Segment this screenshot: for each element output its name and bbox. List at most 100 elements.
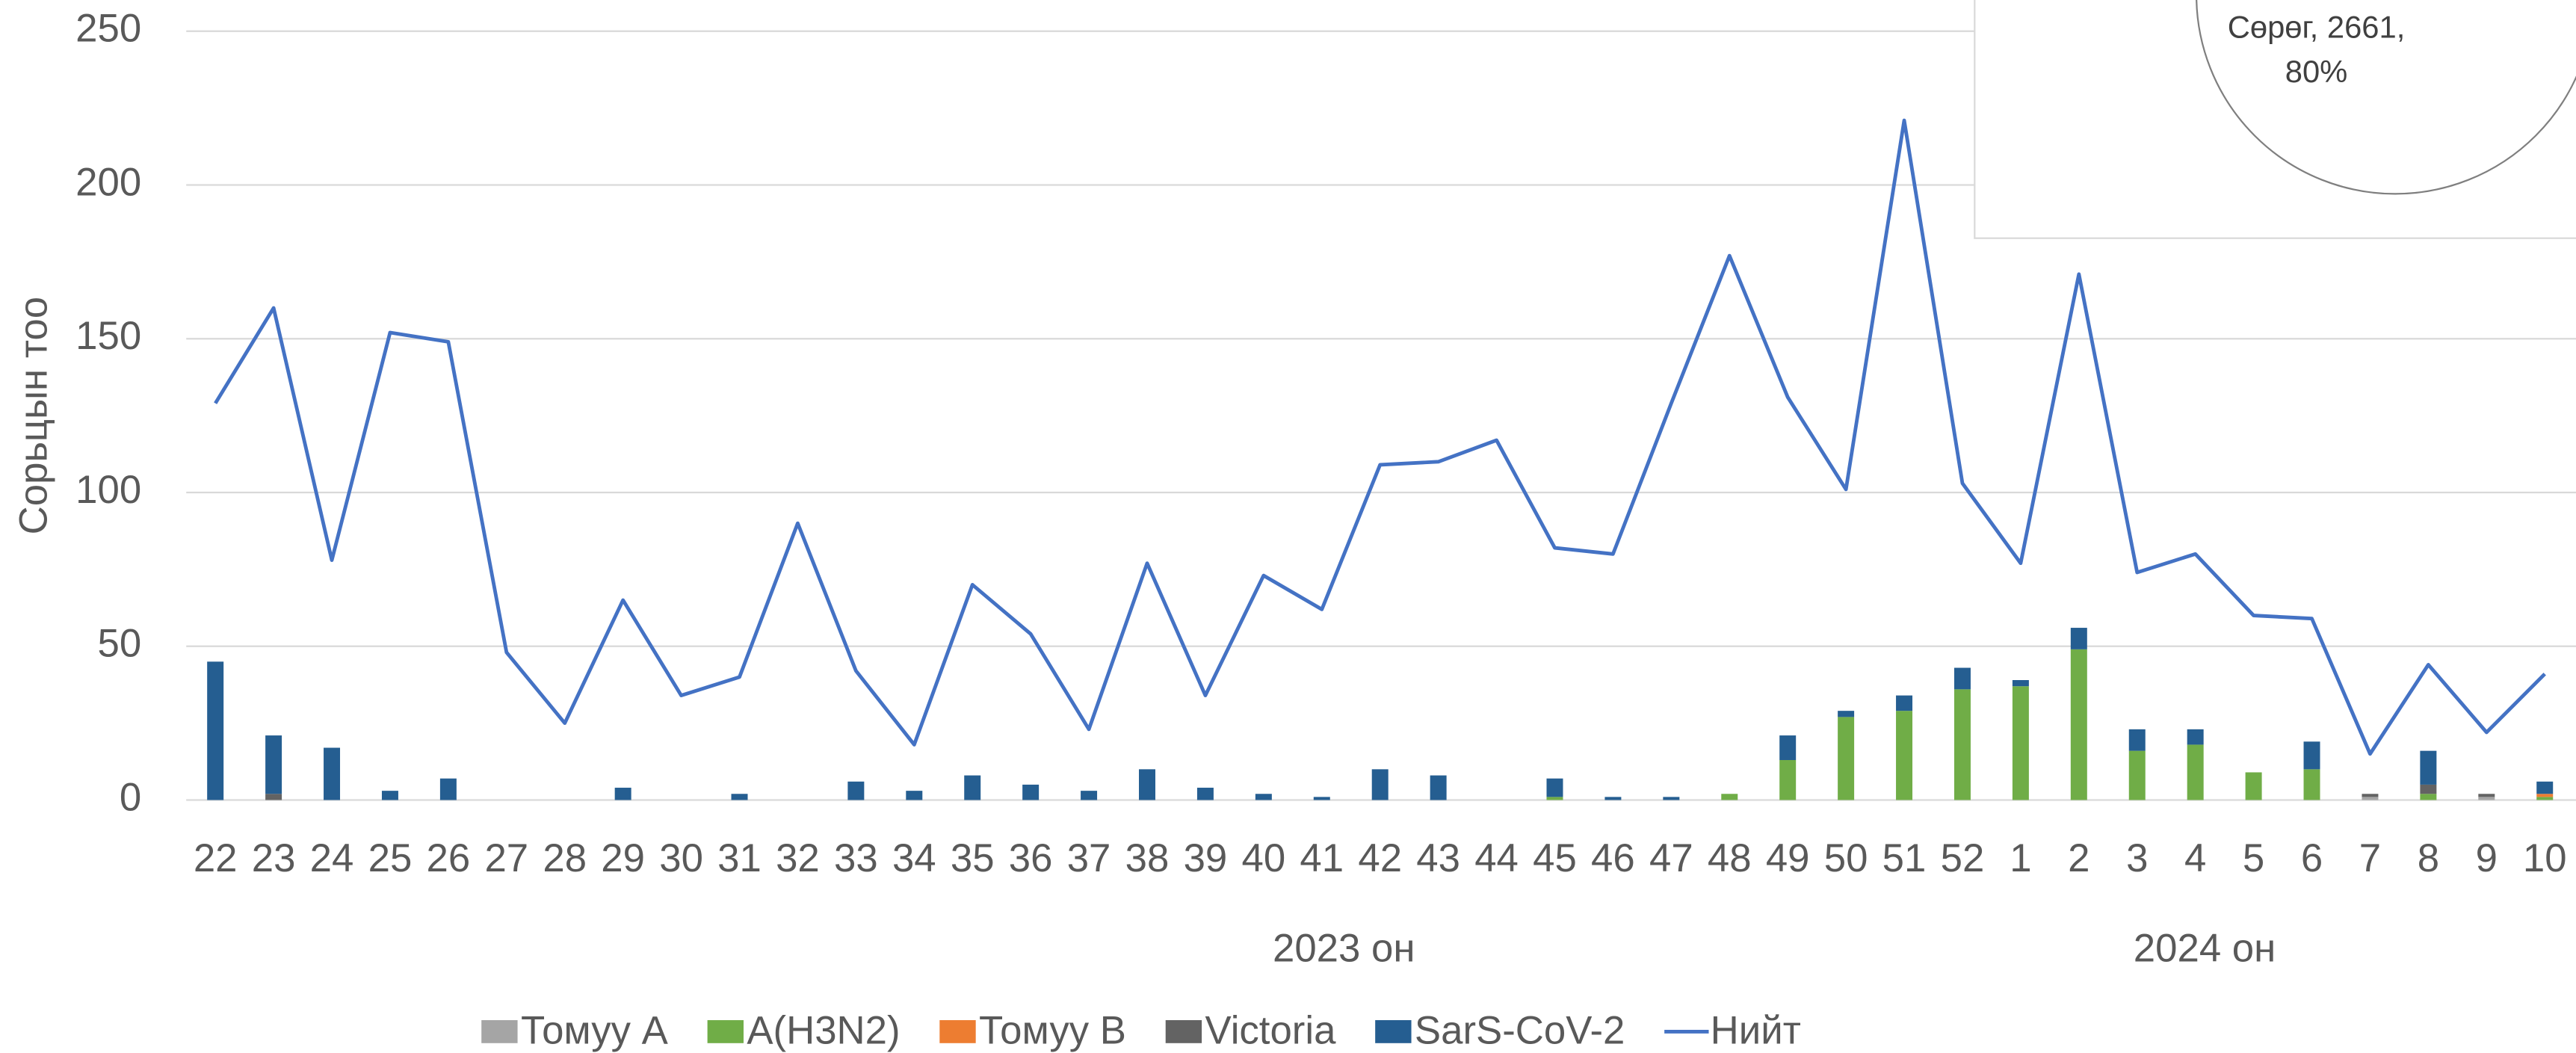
legend-label: Томуу A [521,1009,669,1053]
bar [964,775,981,800]
x-tick-label: 30 [659,836,703,880]
x-tick-label: 43 [1416,836,1460,880]
bar [2070,649,2087,800]
x-tick-label: 52 [1941,836,1985,880]
x-tick-label: 6 [2301,836,2323,880]
x-tick-label: 44 [1474,836,1519,880]
x-tick-label: 10 [2523,836,2567,880]
bar [1371,769,1389,800]
bar [2128,750,2146,800]
x-tick-label: 32 [776,836,820,880]
y-tick-label: 100 [75,468,141,512]
bar [1838,717,1855,800]
bar [2187,744,2204,800]
y-tick-label: 50 [98,622,142,666]
legend-label: A(H3N2) [747,1009,900,1053]
x-tick-label: 33 [834,836,878,880]
x-tick-label: 24 [310,836,354,880]
x-tick-label: 42 [1358,836,1402,880]
legend-swatch [481,1020,518,1043]
x-tick-label: 23 [252,836,296,880]
bar [1779,735,1797,760]
bar [2420,784,2437,794]
x-tick-label: 31 [717,836,762,880]
bar [2536,781,2554,794]
x-tick-label: 25 [368,836,413,880]
x-tick-label: 50 [1824,836,1868,880]
x-group-label: 2023 он [1273,927,1415,971]
bar [1313,797,1330,800]
x-tick-label: 49 [1766,836,1810,880]
x-tick-label: 37 [1067,836,1111,880]
pie-label: 80% [2285,54,2348,89]
x-tick-label: 22 [194,836,238,880]
y-tick-label: 0 [120,775,141,819]
x-tick-label: 9 [2476,836,2498,880]
x-tick-label: 34 [892,836,936,880]
x-tick-label: 27 [484,836,528,880]
bar [1196,788,1214,800]
bar [847,781,865,800]
bar [1838,711,1855,717]
x-tick-label: 38 [1125,836,1170,880]
pie-label: Сөрөг, 2661, [2228,10,2406,45]
bar [265,735,282,794]
bar [2012,686,2029,800]
legend-swatch [939,1020,976,1043]
bar [265,794,282,800]
x-tick-label: 1 [2010,836,2031,880]
bar [1896,695,1913,711]
x-tick-label: 2 [2068,836,2089,880]
y-tick-label: 200 [75,160,141,204]
legend-label: Томуу B [979,1009,1126,1053]
bar [906,791,923,800]
x-tick-label: 40 [1242,836,1286,880]
x-tick-label: 36 [1009,836,1053,880]
x-tick-label: 46 [1591,836,1635,880]
bar [1953,667,1971,690]
bar [439,778,457,800]
bar [1546,797,1563,800]
bar [2187,729,2204,745]
inset-pie: Сөрөг, 2661, 80% [1974,0,2576,239]
bar [2303,769,2320,800]
x-tick-label: 8 [2418,836,2439,880]
bar [1255,794,1272,800]
x-tick-label: 45 [1533,836,1577,880]
legend-swatch [1165,1020,1202,1043]
bar [1430,775,1447,800]
x-tick-label: 26 [427,836,471,880]
legend-swatch [707,1020,744,1043]
bar [2362,797,2379,800]
bar [1604,797,1622,800]
bar [731,794,748,800]
bar [2012,680,2029,687]
x-tick-label: 47 [1649,836,1693,880]
legend-label: Victoria [1205,1009,1336,1053]
bar [2478,797,2495,800]
bar [2245,772,2262,800]
bar [1663,797,1680,800]
bar [1721,794,1738,800]
bar [324,747,341,800]
bar [1953,689,1971,800]
bar [1779,759,1797,800]
pie-slice [2196,0,2576,195]
bar [2536,797,2554,800]
bar [2128,729,2146,751]
bar [1022,784,1040,800]
x-tick-label: 5 [2243,836,2264,880]
bar [2070,628,2087,649]
x-tick-label: 3 [2126,836,2148,880]
x-tick-label: 41 [1300,836,1344,880]
bar [2420,750,2437,785]
x-tick-label: 28 [543,836,587,880]
bar [1896,711,1913,800]
bar [1081,791,1098,800]
legend-label: Нийт [1711,1009,1801,1053]
bar [2303,741,2320,770]
y-axis-title: Сорьцын тоо [11,297,55,534]
x-tick-label: 51 [1882,836,1927,880]
